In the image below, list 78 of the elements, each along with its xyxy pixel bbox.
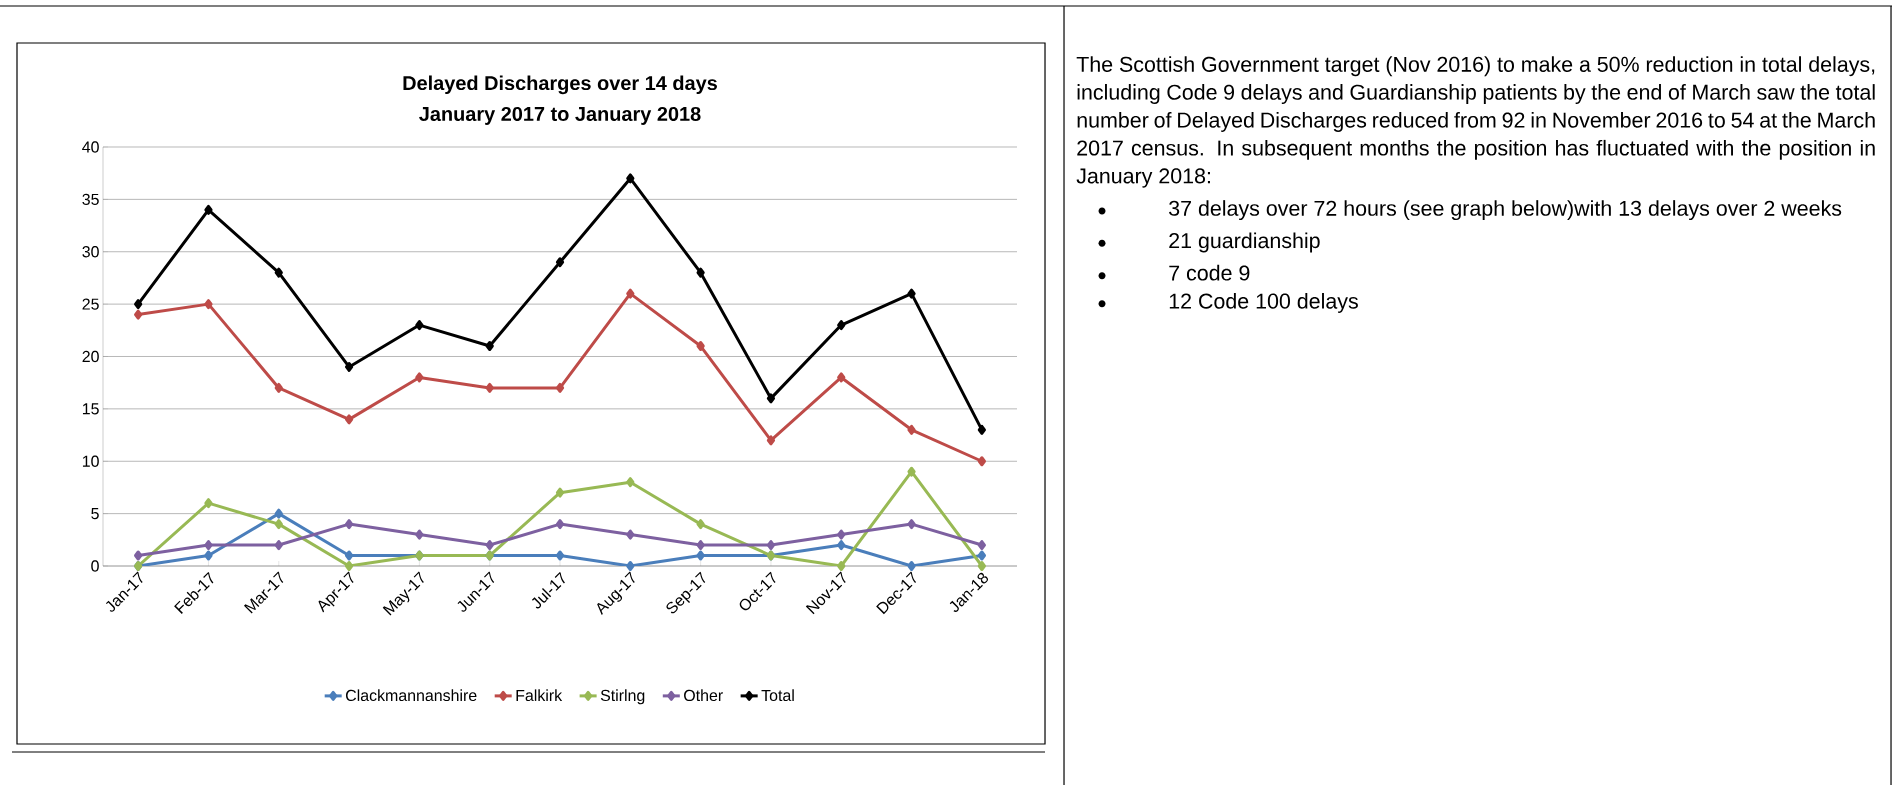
point xyxy=(626,561,635,571)
point xyxy=(977,456,986,467)
point xyxy=(344,519,354,530)
point xyxy=(977,561,986,571)
y-tick-label: 25 xyxy=(82,298,99,310)
point xyxy=(344,414,354,425)
y-tick-label: 40 xyxy=(82,141,99,153)
point xyxy=(274,267,283,278)
point xyxy=(696,519,705,530)
y-tick-label: 30 xyxy=(82,246,99,258)
point xyxy=(415,320,424,331)
point xyxy=(204,540,213,551)
point xyxy=(907,561,916,571)
point xyxy=(626,288,635,299)
point xyxy=(907,519,916,530)
point xyxy=(134,550,143,561)
point xyxy=(696,540,705,551)
point xyxy=(907,424,916,435)
point xyxy=(626,529,635,540)
point xyxy=(696,267,705,278)
y-tick-label: 15 xyxy=(82,403,99,415)
point xyxy=(344,561,354,571)
point xyxy=(977,424,986,435)
point xyxy=(555,257,565,268)
y-tick-label: 35 xyxy=(82,193,99,206)
point xyxy=(204,204,213,215)
point xyxy=(555,382,565,393)
legend-label: Clackmannanshire xyxy=(346,689,477,702)
point xyxy=(907,466,916,477)
chart-title: Delayed Discharges over 14 days xyxy=(403,75,717,95)
point xyxy=(555,519,565,530)
point xyxy=(837,561,846,571)
point xyxy=(977,540,986,551)
point xyxy=(837,372,846,383)
point xyxy=(766,540,776,551)
text: 7 code 9 xyxy=(1169,264,1250,281)
point xyxy=(485,341,494,352)
point xyxy=(696,341,705,352)
point xyxy=(485,382,494,393)
point xyxy=(977,550,986,561)
point xyxy=(485,540,494,551)
y-tick-label: 20 xyxy=(82,350,99,363)
point xyxy=(274,519,283,530)
point xyxy=(626,477,635,488)
point xyxy=(766,435,776,446)
chart-subtitle: January 2017 to January 2018 xyxy=(419,106,701,125)
text: The Scottish Government target (Nov 2016) to make a 50% reduction in total delays, including Code 9 delays and Guardianship patients by the end of March saw the total number of Delayed Discharges reduced from 92 in November 2016 to 54 at the March 2017 census. In subsequent months the position has fluctuated with the position in January 2018: xyxy=(1076,56,1875,188)
point xyxy=(837,529,846,540)
point xyxy=(134,309,143,320)
text: 37 delays over 72 hours (see graph below)with 13 delays over 2 weeks xyxy=(1169,200,1842,221)
point xyxy=(555,550,565,561)
y-tick-label: 10 xyxy=(82,455,99,467)
point xyxy=(696,550,705,561)
point xyxy=(907,288,916,299)
text: 21 guardianship xyxy=(1169,232,1320,253)
legend-label: Total xyxy=(761,689,794,702)
legend-label: Stirlng xyxy=(600,689,645,705)
point xyxy=(204,550,213,561)
point xyxy=(415,372,424,383)
text: 12 Code 100 delays xyxy=(1169,293,1358,313)
point xyxy=(204,498,213,509)
point xyxy=(555,487,565,498)
point xyxy=(415,529,424,540)
y-tick-label: 5 xyxy=(91,508,99,520)
point xyxy=(274,540,283,551)
point xyxy=(274,382,283,393)
point xyxy=(134,299,143,310)
legend-label: Falkirk xyxy=(516,689,563,702)
point xyxy=(344,550,354,561)
point xyxy=(204,299,213,310)
point xyxy=(344,361,354,372)
point xyxy=(626,173,635,184)
point xyxy=(837,320,846,331)
point xyxy=(274,508,283,519)
point xyxy=(837,540,846,551)
legend-label: Other xyxy=(684,689,723,702)
y-tick-label: 0 xyxy=(91,560,99,572)
point xyxy=(766,393,776,404)
